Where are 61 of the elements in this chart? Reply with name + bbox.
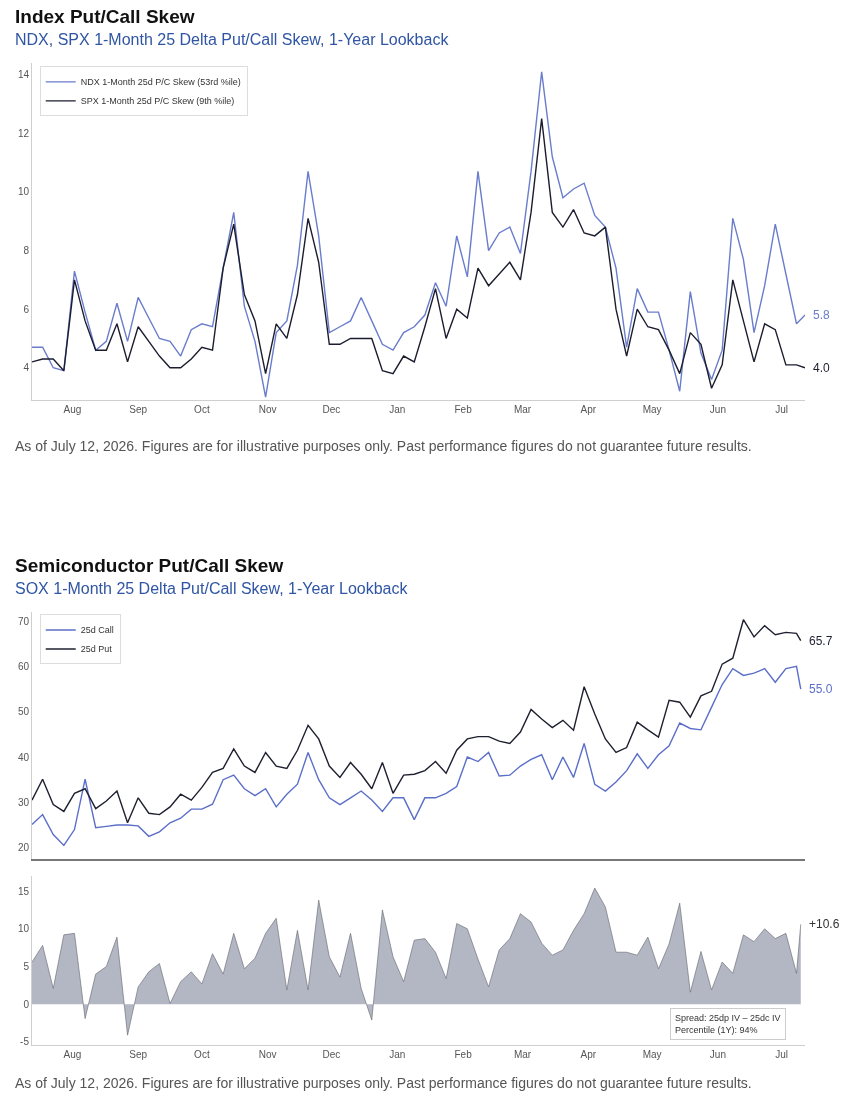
y-tick-label: 40 [17, 751, 30, 763]
text: As of July 12, 2026. Figures are for illustrative purposes only. Past performance figures do not guarantee future results. [15, 437, 753, 456]
y-tick-label: 15 [17, 885, 30, 897]
x-tick-label: Nov [258, 1049, 277, 1060]
legend-label: SPX 1-Month 25d P/C Skew (9th %ile) [80, 96, 235, 107]
line-series [32, 619, 802, 824]
x-tick-label: May [642, 404, 662, 415]
x-tick-label: Jul [775, 1049, 789, 1060]
x-tick-label: Oct [194, 404, 210, 415]
x-tick-label: Aug [63, 404, 82, 415]
legend-label: 25d Put [80, 644, 113, 655]
y-tick-label: 5 [23, 961, 30, 973]
x-tick-label: Sep [129, 1049, 148, 1060]
x-tick-label: May [642, 1049, 662, 1060]
annotation: 5.8 [813, 308, 831, 322]
y-tick-label: 10 [17, 923, 30, 935]
x-tick-label: Aug [63, 1049, 82, 1060]
x-tick-label: Mar [513, 1049, 532, 1060]
x-tick-label: Dec [322, 404, 341, 415]
x-tick-label: Oct [194, 1049, 210, 1060]
y-tick-label: 50 [17, 706, 30, 718]
y-tick-label: 14 [17, 69, 30, 81]
x-tick-label: Sep [129, 404, 148, 415]
chart-subtitle: NDX, SPX 1-Month 25 Delta Put/Call Skew, 1-Year Lookback [15, 31, 449, 49]
annotation: 4.0 [813, 361, 831, 375]
x-tick-label: Feb [454, 1049, 473, 1060]
text: As of July 12, 2026. Figures are for illustrative purposes only. Past performance figures do not guarantee future results. [15, 1074, 753, 1093]
x-tick-label: Dec [322, 1049, 341, 1060]
legend-label: 25d Call [80, 625, 114, 636]
annotation: Spread: 25dp IV – 25dc IV [675, 1013, 781, 1023]
y-tick-label: 8 [23, 245, 30, 257]
line-series [32, 665, 802, 847]
y-tick-label: 0 [23, 998, 30, 1010]
annotation: 65.7 [809, 634, 833, 648]
y-tick-label: 10 [17, 186, 30, 198]
x-tick-label: Nov [258, 404, 277, 415]
chart-subtitle: SOX 1-Month 25 Delta Put/Call Skew, 1-Year Lookback [15, 580, 408, 598]
x-tick-label: Mar [513, 404, 532, 415]
annotation: Percentile (1Y): 94% [675, 1024, 758, 1035]
y-tick-label: 4 [23, 362, 30, 374]
x-tick-label: Feb [454, 404, 473, 415]
y-tick-label: 20 [17, 842, 30, 854]
chart-title: Index Put/Call Skew [15, 6, 195, 28]
annotation: 55.0 [809, 682, 833, 696]
x-tick-label: Jun [709, 404, 726, 415]
y-tick-label: 70 [17, 615, 30, 627]
x-tick-label: Jun [709, 1049, 726, 1060]
y-tick-label: 12 [17, 127, 30, 139]
annotation: +10.6 [809, 917, 840, 931]
y-tick-label: 6 [23, 303, 30, 315]
x-tick-label: Jan [389, 404, 406, 415]
y-tick-label: 60 [17, 660, 30, 672]
y-tick-label: -5 [20, 1036, 30, 1048]
line-series [32, 117, 805, 389]
y-tick-label: 30 [17, 796, 30, 808]
chart-title: Semiconductor Put/Call Skew [15, 555, 284, 577]
x-tick-label: Jul [775, 404, 789, 415]
x-tick-label: Apr [580, 1049, 597, 1060]
x-tick-label: Apr [580, 404, 597, 415]
x-tick-label: Jan [389, 1049, 406, 1060]
legend-label: NDX 1-Month 25d P/C Skew (53rd %ile) [80, 77, 241, 88]
